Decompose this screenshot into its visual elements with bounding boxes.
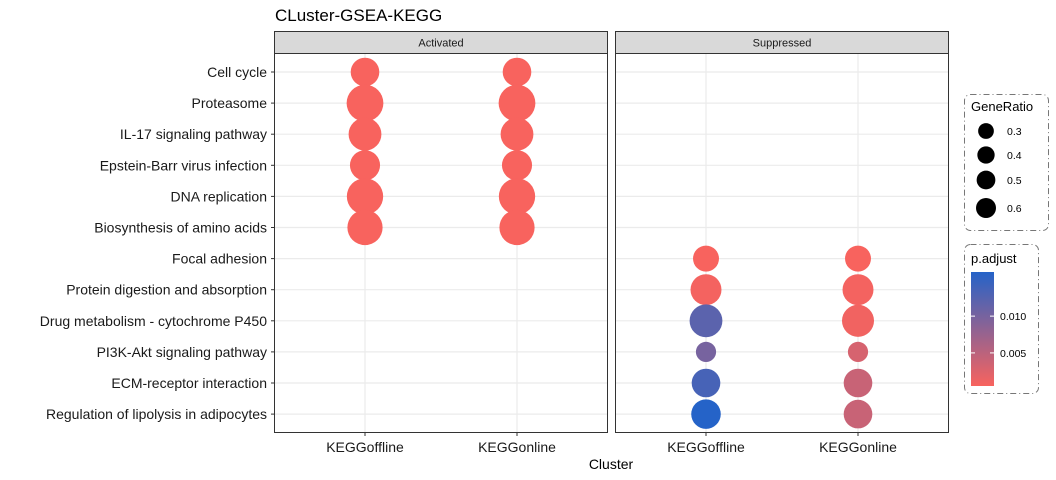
y-tick-label: Drug metabolism - cytochrome P450 [40,313,267,329]
data-point [690,274,722,306]
data-point [498,178,536,215]
data-point [348,117,382,151]
y-tick-label: ECM-receptor interaction [111,375,267,391]
y-tick-label: Regulation of lipolysis in adipocytes [46,406,267,422]
panel-activated-border [274,53,608,433]
data-point [843,399,873,429]
chart-title: CLuster-GSEA-KEGG [275,6,442,25]
data-point [498,84,536,122]
data-point [841,304,875,337]
x-tick-label: KEGGonline [819,439,897,455]
size-legend-key [978,123,994,139]
x-tick-label: KEGGoffline [667,439,745,455]
y-tick-label: Focal adhesion [172,251,267,267]
data-point [691,368,721,398]
y-tick-label: Protein digestion and absorption [66,282,267,298]
size-legend-key [976,198,996,218]
strip-label-activated: Activated [418,38,463,50]
y-tick-label: Proteasome [192,95,268,111]
data-point [847,341,869,362]
data-point [693,245,719,272]
color-legend-label: 0.005 [1000,348,1026,360]
data-point [845,245,871,272]
data-point [347,209,383,246]
size-legend-box [964,94,1049,231]
data-point [689,304,723,338]
color-legend-bar [971,272,994,386]
data-point [500,117,534,151]
panel-suppressed [615,53,949,433]
panel-activated [274,53,608,433]
size-legend-label: 0.6 [1007,203,1022,215]
data-point [499,209,535,246]
color-legend-box [964,244,1039,394]
x-axis-title: Cluster [589,456,634,472]
y-tick-label: Cell cycle [207,64,267,80]
x-tick-label: KEGGoffline [326,439,404,455]
data-point [843,368,873,398]
data-point [691,399,721,429]
size-legend-key [976,170,996,190]
y-tick-label: IL-17 signaling pathway [120,126,267,142]
size-legend-label: 0.5 [1007,175,1022,187]
data-point [346,84,384,122]
data-point [695,341,717,362]
x-tick-label: KEGGonline [478,439,556,455]
data-point [350,57,380,87]
size-legend-label: 0.3 [1007,126,1022,138]
color-legend-label: 0.010 [1000,311,1026,323]
y-tick-label: DNA replication [171,188,268,204]
y-tick-label: Biosynthesis of amino acids [94,220,267,236]
color-legend-title: p.adjust [971,251,1017,266]
size-legend-title: GeneRatio [971,99,1033,114]
data-point [346,178,384,215]
data-point [501,150,533,181]
size-legend-key [977,146,995,164]
panel-suppressed-border [615,53,949,433]
strip-label-suppressed: Suppressed [753,38,812,50]
y-tick-label: PI3K-Akt signaling pathway [97,344,267,360]
size-legend-label: 0.4 [1007,150,1022,162]
data-point [349,150,381,181]
y-tick-label: Epstein-Barr virus infection [100,157,267,173]
data-point [842,274,874,306]
data-point [502,57,532,87]
